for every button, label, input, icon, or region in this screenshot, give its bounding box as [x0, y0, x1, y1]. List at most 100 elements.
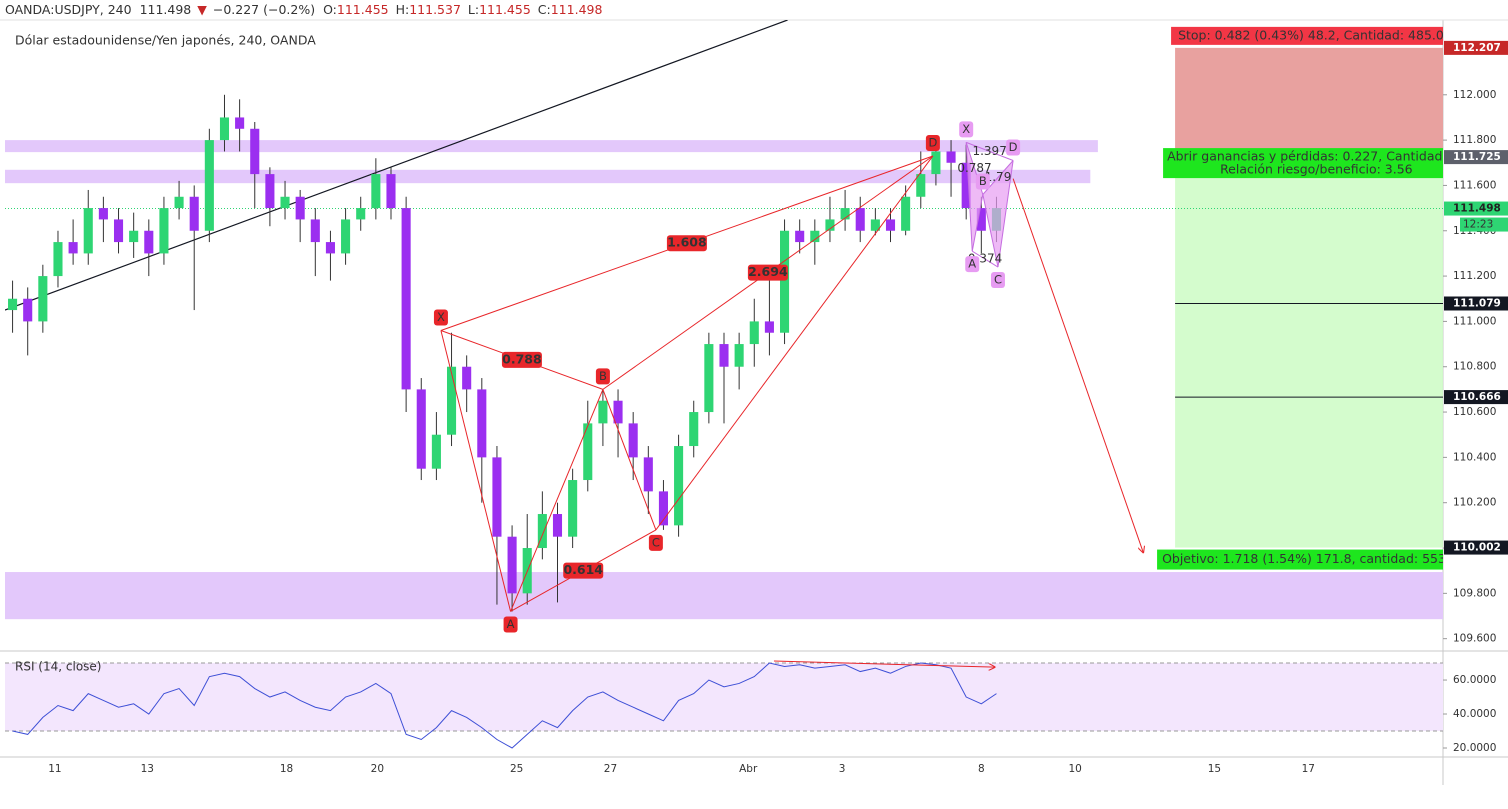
pattern-leg: [965, 142, 973, 252]
projection-arrow: [1012, 178, 1143, 553]
x-tick-label: 13: [141, 763, 154, 775]
candle-body: [674, 446, 684, 526]
candle-body: [295, 196, 305, 220]
price-label: 111.725: [1453, 151, 1501, 163]
o-val: 111.455: [337, 2, 389, 17]
point-box: [595, 368, 610, 385]
price-label-box: [1444, 40, 1508, 55]
point-box: [503, 616, 518, 633]
y-tick-label: 109.800: [1453, 587, 1496, 599]
point-box: [959, 121, 974, 138]
zone: [5, 169, 1091, 184]
candle-body: [961, 162, 971, 209]
arrow: ▼: [197, 2, 207, 17]
candle-body: [931, 151, 941, 175]
candle-body: [643, 457, 653, 492]
point-label: C: [994, 273, 1002, 287]
candle-body: [235, 117, 245, 129]
divergence-arrow: [773, 660, 995, 667]
candle-body: [462, 366, 472, 390]
candle-body: [159, 208, 169, 254]
pattern-leg: [510, 389, 604, 612]
x-tick-label: 17: [1302, 763, 1315, 775]
candle-body: [219, 117, 230, 141]
h-key: H:: [396, 2, 410, 17]
x-tick-label: 25: [510, 763, 523, 775]
stop-zone: [1175, 47, 1443, 158]
change: −0.227 (−0.2%): [213, 2, 315, 17]
candle-body: [704, 344, 714, 413]
point-label: B: [599, 369, 607, 383]
stop-label: Stop: 0.482 (0.43%) 48.2, Cantidad: 485.…: [1178, 27, 1444, 42]
candle-body: [870, 219, 880, 231]
candle-body: [371, 174, 381, 209]
price-label-box: [1444, 150, 1508, 165]
chart-title: Dólar estadounidense/Yen japonés, 240, O…: [15, 33, 316, 48]
x-tick-label: 20: [371, 763, 384, 775]
point-box: [965, 256, 980, 273]
rsi-y-tick-label: 60.0000: [1453, 674, 1496, 686]
o-key: O:: [323, 2, 337, 17]
candle-body: [552, 514, 563, 537]
y-tick-label: 110.800: [1453, 361, 1496, 373]
candle-body: [537, 514, 547, 549]
candle-body: [144, 230, 154, 254]
point-box: [1006, 139, 1021, 156]
candle-body: [386, 174, 396, 209]
trend-line: [5, 20, 788, 311]
pattern-leg: [971, 194, 984, 252]
price-label: 112.207: [1453, 42, 1501, 54]
y-tick-label: 111.600: [1453, 179, 1496, 191]
point-label: D: [1009, 140, 1018, 154]
c-val: 111.498: [551, 2, 603, 17]
ratio-label: 0.787: [957, 161, 991, 175]
header: OANDA:USDJPY, 240 111.498 ▼ −0.227 (−0.2…: [5, 2, 602, 17]
symbol: OANDA:USDJPY, 240: [5, 2, 132, 17]
open-label: Abrir ganancias y pérdidas: 0.227, Canti…: [1167, 149, 1447, 164]
price-label-box: [1444, 540, 1508, 555]
plot: [5, 20, 1443, 620]
ratio-box: [501, 351, 542, 368]
l-val: 111.455: [479, 2, 531, 17]
position-labels: Stop: 0.482 (0.43%) 48.2, Cantidad: 485.…: [1157, 26, 1447, 570]
pattern-fill: [982, 160, 1014, 268]
point-label: A: [507, 617, 515, 631]
candle-body: [764, 321, 774, 333]
rsi-title: RSI (14, close): [15, 660, 101, 674]
candle-body: [204, 140, 214, 231]
rsi-pane: [5, 662, 1443, 749]
x-tick-label: 11: [48, 763, 61, 775]
ratio-box: [563, 562, 604, 579]
candle-body: [901, 196, 911, 231]
point-label: X: [962, 122, 970, 136]
y-tick-label: 111.000: [1453, 315, 1496, 327]
candle-body: [38, 276, 48, 322]
zone: [5, 140, 1098, 153]
rsi-band: [5, 663, 1443, 732]
h-val: 111.537: [409, 2, 461, 17]
candle-body: [840, 208, 850, 220]
candle-body: [341, 219, 351, 254]
countdown: 12:23: [1463, 219, 1493, 231]
zone: [5, 572, 1443, 620]
candle-body: [53, 242, 63, 277]
candle-body: [431, 434, 441, 469]
point-box: [925, 134, 940, 151]
point-box: [975, 173, 990, 190]
candle-body: [83, 208, 93, 254]
point-label: B: [979, 174, 987, 188]
candle-body: [885, 219, 896, 231]
l-key: L:: [468, 2, 479, 17]
candle-body: [946, 151, 956, 163]
point-label: C: [652, 535, 660, 549]
rsi-y-tick-label: 20.0000: [1453, 742, 1496, 754]
point-box: [433, 309, 448, 326]
point-label: D: [928, 135, 937, 149]
candle-body: [477, 389, 487, 458]
ratio-label: 1.79: [985, 170, 1012, 184]
candle-body: [810, 230, 820, 243]
candle-body: [129, 230, 139, 243]
y-tick-label: 109.600: [1453, 633, 1496, 645]
candle-body: [68, 242, 78, 254]
